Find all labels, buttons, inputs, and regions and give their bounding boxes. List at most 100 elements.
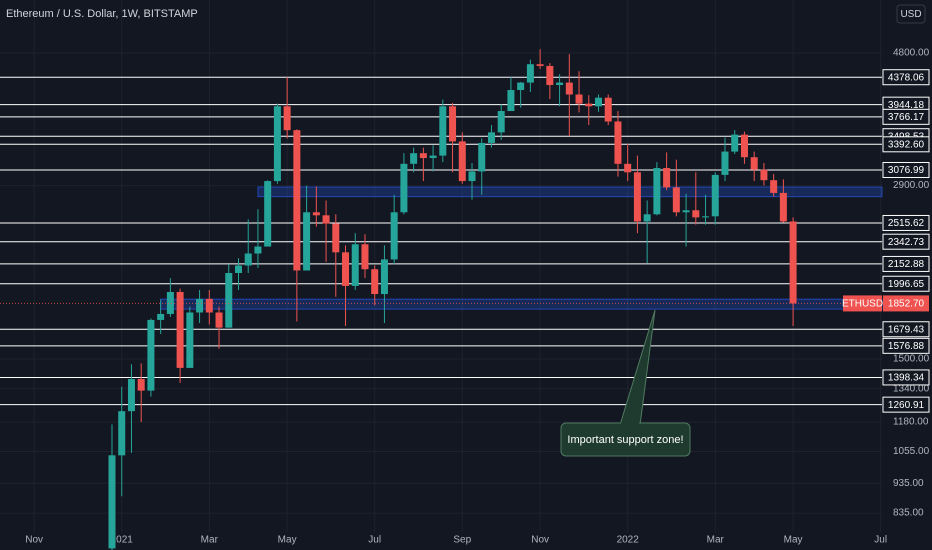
symbol-box <box>843 295 882 312</box>
level-label: 1679.43 <box>888 324 925 335</box>
level-label-box <box>882 136 930 153</box>
candle-body <box>546 65 554 86</box>
candle-body <box>449 106 457 142</box>
candle-body <box>536 64 544 66</box>
x-tick-label: Mar <box>707 535 725 546</box>
chart-title: Ethereum / U.S. Dollar, 1W, BITSTAMP <box>6 8 198 20</box>
currency-label[interactable]: USD <box>900 9 921 20</box>
candle-body <box>361 244 369 270</box>
candle-body <box>653 168 661 215</box>
candle-body <box>663 168 671 188</box>
level-label-box <box>882 108 930 125</box>
candle-body <box>283 106 291 131</box>
candle-body <box>127 379 135 412</box>
candle-body <box>186 312 194 368</box>
candle-body <box>215 312 223 328</box>
candle-body <box>779 192 787 222</box>
candle-body <box>400 163 408 213</box>
candle-body <box>770 180 778 193</box>
level-label-box <box>882 233 930 250</box>
y-tick-label: 2900.00 <box>893 180 930 191</box>
candle-body <box>468 171 476 182</box>
candle-body <box>624 163 632 173</box>
y-tick-label: 1340.00 <box>893 383 930 394</box>
candle-body <box>351 244 359 286</box>
candle-body <box>740 134 748 158</box>
candle-body <box>254 246 262 254</box>
candle-body <box>419 153 427 159</box>
candle-body <box>526 64 534 83</box>
y-tick-label: 1055.00 <box>893 446 930 457</box>
currency-button[interactable] <box>896 4 926 24</box>
candle-body <box>234 265 242 273</box>
candle-body <box>595 97 602 107</box>
candle-body <box>264 181 272 247</box>
level-label-box <box>882 369 930 386</box>
x-tick-label: Nov <box>25 535 43 546</box>
x-tick-label: Jul <box>368 535 381 546</box>
x-tick-label: May <box>784 535 803 546</box>
candle-body <box>711 174 719 217</box>
symbol-label: ETHUSD <box>842 299 883 310</box>
y-tick-label: 835.00 <box>893 508 924 519</box>
support-zone <box>257 186 883 198</box>
candle-body <box>342 252 350 286</box>
level-label: 3944.18 <box>888 100 925 111</box>
candle-body <box>760 169 768 181</box>
level-label: 2515.62 <box>888 218 925 229</box>
candle-body <box>789 221 797 304</box>
level-label: 3076.99 <box>888 165 925 176</box>
candle-body <box>147 319 155 391</box>
level-label-box <box>882 321 930 338</box>
level-label: 4378.06 <box>888 72 925 83</box>
candle-body <box>371 269 379 295</box>
candle-body <box>497 111 505 133</box>
level-label: 1996.65 <box>888 279 925 290</box>
candle-body <box>643 214 651 222</box>
candle-body <box>196 298 204 313</box>
x-tick-label: Mar <box>201 535 219 546</box>
candle-body <box>303 212 311 271</box>
candle-body <box>692 210 700 218</box>
y-tick-label: 1180.00 <box>893 417 929 428</box>
candle-body <box>118 411 126 456</box>
candle-body <box>137 379 145 391</box>
support-zone <box>160 298 883 310</box>
candle-body <box>293 130 301 271</box>
candle-body <box>429 155 437 159</box>
level-label-box <box>882 255 930 272</box>
level-label-box <box>882 214 930 231</box>
candle-body <box>721 151 729 175</box>
level-label: 1398.34 <box>888 373 925 384</box>
candle-body <box>439 106 447 156</box>
candle-body <box>565 82 573 95</box>
candle-body <box>487 132 495 143</box>
candle-body <box>507 90 515 112</box>
candle-body <box>166 291 174 314</box>
x-tick-label: 2022 <box>617 535 640 546</box>
candle-body <box>731 134 739 152</box>
candle-body <box>273 106 281 182</box>
y-tick-label: 1500.00 <box>893 354 930 365</box>
annotation: Important support zone! <box>567 434 683 446</box>
candle-body <box>702 216 710 218</box>
candle-body <box>410 153 418 164</box>
level-label-box <box>882 161 930 178</box>
candle-body <box>205 298 213 313</box>
candle-body <box>556 82 564 86</box>
x-tick-label: Jul <box>874 535 887 546</box>
level-label: 1260.91 <box>888 400 925 411</box>
x-tick-label: Nov <box>531 535 549 546</box>
x-tick-label: Sep <box>453 535 471 546</box>
x-tick-label: May <box>278 535 297 546</box>
level-label: 2342.73 <box>888 237 925 248</box>
level-label-box <box>882 275 930 292</box>
candle-body <box>225 272 233 328</box>
candle-body <box>108 455 116 549</box>
candle-body <box>458 141 466 182</box>
candle-body <box>614 121 622 164</box>
price-box <box>883 295 929 312</box>
candle-body <box>672 187 680 213</box>
level-label-box <box>882 69 930 86</box>
